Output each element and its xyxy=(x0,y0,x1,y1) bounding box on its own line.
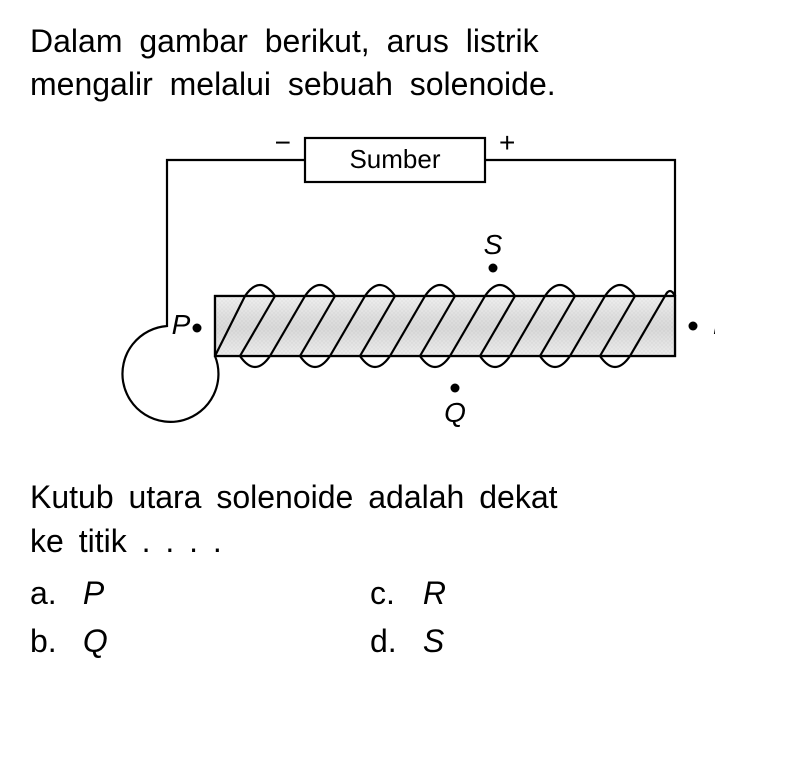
diagram-svg: − + Sumber xyxy=(95,126,715,456)
label-R: R xyxy=(713,309,715,340)
wire-left xyxy=(122,160,305,422)
followup-line1: Kutub utara solenoide adalah dekat xyxy=(30,479,558,515)
option-c-value: R xyxy=(423,575,446,611)
question-text: Dalam gambar berikut, arus listrik menga… xyxy=(30,20,780,106)
followup-line2: ke titik . . . . xyxy=(30,523,222,559)
option-d-value: S xyxy=(423,623,444,659)
minus-sign: − xyxy=(275,127,291,158)
coil-back xyxy=(240,356,630,367)
solenoid-diagram: − + Sumber xyxy=(95,126,715,456)
label-Q: Q xyxy=(444,397,466,428)
option-b: b. Q xyxy=(30,617,370,665)
option-d-letter: d. xyxy=(370,617,414,665)
option-a: a. P xyxy=(30,569,370,617)
options-block: a. P c. R b. Q d. S xyxy=(30,569,780,665)
option-d: d. S xyxy=(370,617,710,665)
dot-Q xyxy=(451,384,460,393)
dot-P xyxy=(193,324,202,333)
label-S: S xyxy=(484,229,503,260)
followup-text: Kutub utara solenoide adalah dekat ke ti… xyxy=(30,476,780,562)
question-line2: mengalir melalui sebuah solenoide. xyxy=(30,66,556,102)
option-c: c. R xyxy=(370,569,710,617)
option-a-letter: a. xyxy=(30,569,74,617)
label-P: P xyxy=(172,309,191,340)
options-row-2: b. Q d. S xyxy=(30,617,780,665)
dot-R xyxy=(689,322,698,331)
source-label: Sumber xyxy=(349,144,440,174)
option-c-letter: c. xyxy=(370,569,414,617)
option-b-value: Q xyxy=(83,623,108,659)
option-b-letter: b. xyxy=(30,617,74,665)
plus-sign: + xyxy=(499,127,515,158)
wire-right xyxy=(485,160,675,296)
dot-S xyxy=(489,264,498,273)
option-a-value: P xyxy=(83,575,104,611)
options-row-1: a. P c. R xyxy=(30,569,780,617)
question-line1: Dalam gambar berikut, arus listrik xyxy=(30,23,539,59)
